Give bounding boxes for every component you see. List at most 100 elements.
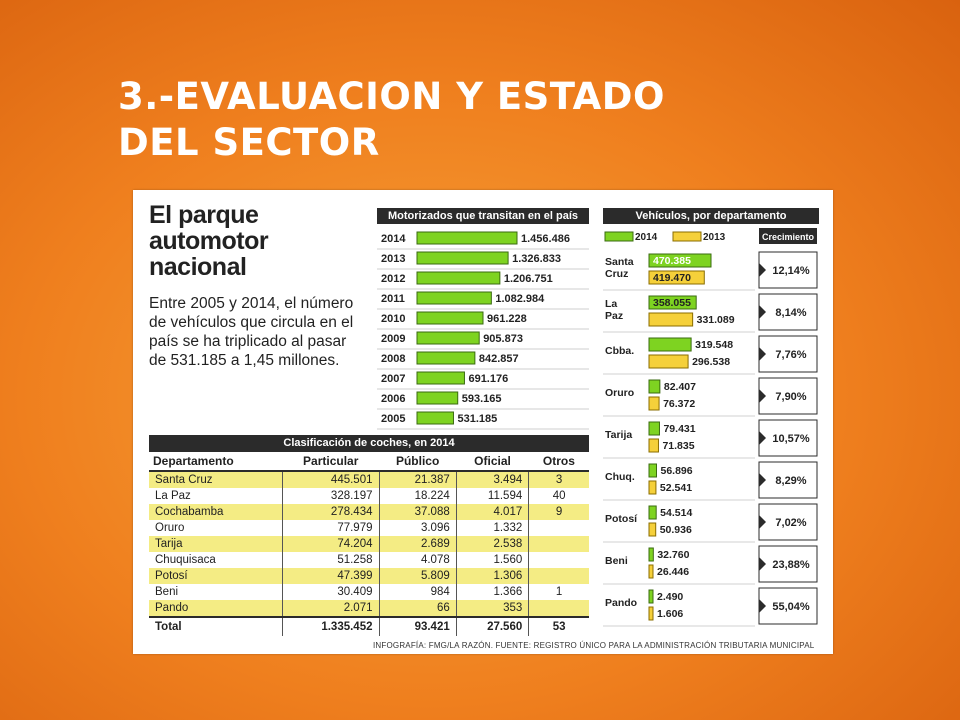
table-cell — [529, 520, 589, 536]
department-label: Cruz — [605, 268, 628, 280]
department-label: Chuq. — [605, 471, 635, 483]
table-cell: 18.224 — [379, 488, 457, 504]
growth-value: 10,57% — [772, 433, 810, 445]
department-value-2013: 52.541 — [660, 482, 692, 494]
growth-arrow-icon — [759, 473, 766, 487]
table-cell: Santa Cruz — [149, 471, 283, 488]
yearly-bar — [416, 391, 459, 405]
slide-title-line-1: 3.-EVALUACION Y ESTADO — [118, 75, 665, 118]
yearly-value-label: 1.456.486 — [521, 233, 570, 245]
yearly-bar — [416, 331, 480, 345]
legend-label-2013: 2013 — [703, 232, 726, 243]
table-cell: 4.017 — [456, 504, 530, 520]
yearly-value-label: 1.206.751 — [504, 273, 553, 285]
department-bar-2014 — [648, 337, 692, 352]
column-header: Oficial — [456, 452, 529, 472]
department-bar-2013 — [648, 270, 705, 285]
table-cell: 3.096 — [379, 520, 457, 536]
table-cell: 328.197 — [282, 488, 380, 504]
table-row: Potosí 47.399 5.809 1.306 — [149, 568, 589, 584]
table-cell: 1.332 — [456, 520, 530, 536]
department-label: Pando — [605, 597, 637, 609]
legend-swatch-2013 — [672, 231, 702, 242]
department-value-2014: 32.760 — [657, 549, 689, 561]
year-label: 2010 — [381, 313, 405, 325]
yearly-chart-title: Motorizados que transitan en el país — [377, 208, 589, 224]
yearly-bar — [416, 311, 484, 325]
table-row: Santa Cruz 445.501 21.387 3.494 3 — [149, 471, 589, 488]
department-label: Oruro — [605, 387, 634, 399]
department-bar-2013 — [648, 396, 660, 411]
table-cell: La Paz — [149, 488, 283, 504]
yearly-value-label: 1.082.984 — [495, 293, 545, 305]
department-bar-2013 — [648, 312, 694, 327]
table-cell: Oruro — [149, 520, 283, 536]
table-cell: 37.088 — [379, 504, 457, 520]
growth-arrow-icon — [759, 347, 766, 361]
heading-line-3: nacional — [149, 253, 247, 281]
yearly-value-label: 531.185 — [457, 413, 497, 425]
department-chart-title: Vehículos, por departamento — [603, 208, 819, 224]
yearly-bar — [416, 231, 518, 245]
department-value-2014: 358.055 — [653, 297, 691, 309]
table-row: Beni 30.409 984 1.366 1 — [149, 584, 589, 600]
growth-header-bg — [759, 228, 817, 244]
year-label: 2006 — [381, 393, 405, 405]
department-bar-2013 — [648, 438, 659, 453]
growth-arrow-icon — [759, 431, 766, 445]
department-label: Beni — [605, 555, 628, 567]
table-cell: 3 — [528, 471, 589, 488]
department-value-2013: 296.538 — [692, 356, 730, 368]
growth-arrow-icon — [759, 389, 766, 403]
department-bar-2014 — [648, 547, 654, 562]
slide-title: 3.-EVALUACION Y ESTADO DEL SECTOR — [118, 74, 878, 166]
classification-table: Clasificación de coches, en 2014 Departa… — [149, 435, 589, 636]
year-label: 2005 — [381, 413, 405, 425]
growth-value: 7,02% — [775, 517, 806, 529]
yearly-bar — [416, 271, 501, 285]
table-cell: 5.809 — [379, 568, 457, 584]
growth-value: 23,88% — [772, 559, 810, 571]
heading-line-2: automotor — [149, 227, 269, 255]
department-label: La — [605, 298, 617, 310]
table-row: La Paz 328.197 18.224 11.594 40 — [149, 488, 589, 504]
table-cell: 1.335.452 — [282, 616, 380, 636]
growth-header: Crecimiento — [762, 232, 815, 242]
credits: INFOGRAFÍA: FMG/LA RAZÓN. FUENTE: REGIST… — [373, 641, 815, 650]
department-bar-2014 — [648, 421, 660, 436]
growth-arrow-icon — [759, 599, 766, 613]
table-cell: Beni — [149, 584, 283, 600]
year-label: 2007 — [381, 373, 405, 385]
table-cell: 77.979 — [282, 520, 380, 536]
table-row: Cochabamba 278.434 37.088 4.017 9 — [149, 504, 589, 520]
growth-value: 7,90% — [775, 391, 806, 403]
department-bar-2013 — [648, 564, 654, 579]
growth-value: 7,76% — [775, 349, 806, 361]
slide-title-line-2: DEL SECTOR — [118, 121, 380, 164]
department-bar-2013 — [648, 606, 654, 621]
infographic-heading: El parque automotor nacional — [149, 202, 359, 280]
department-value-2014: 82.407 — [664, 381, 696, 393]
heading-line-1: El parque — [149, 201, 259, 229]
column-header: Departamento — [149, 452, 283, 472]
table-cell: 30.409 — [282, 584, 380, 600]
table-title: Clasificación de coches, en 2014 — [149, 435, 589, 452]
table-cell: 2.538 — [456, 536, 530, 552]
growth-value: 8,29% — [775, 475, 806, 487]
table-cell: Cochabamba — [149, 504, 283, 520]
column-header: Otros — [528, 452, 589, 472]
table-cell: 9 — [528, 504, 589, 520]
department-value-2014: 470.385 — [653, 255, 691, 267]
table-cell — [528, 600, 589, 617]
table-cell: 1.366 — [456, 584, 530, 600]
yearly-value-label: 905.873 — [483, 333, 523, 345]
growth-value: 55,04% — [772, 601, 810, 613]
year-label: 2009 — [381, 333, 405, 345]
table-cell: Pando — [149, 600, 283, 617]
column-header: Público — [379, 452, 457, 472]
department-bar-2013 — [648, 522, 657, 537]
yearly-bar — [416, 251, 509, 265]
table-cell: 278.434 — [282, 504, 380, 520]
department-value-2013: 50.936 — [660, 524, 692, 536]
table-cell: 1.560 — [456, 552, 530, 568]
